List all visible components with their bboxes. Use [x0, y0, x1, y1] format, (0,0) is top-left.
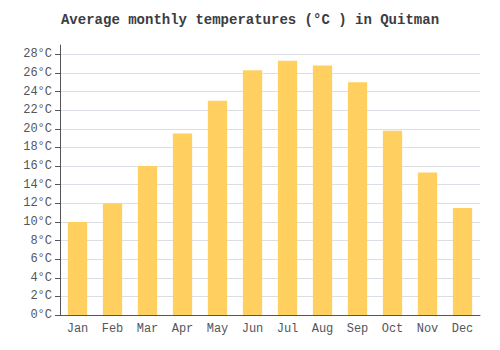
svg-text:0°C: 0°C [30, 308, 52, 322]
svg-text:Aug: Aug [312, 322, 334, 336]
svg-text:Sep: Sep [347, 322, 369, 336]
svg-text:24°C: 24°C [23, 85, 52, 99]
svg-text:Nov: Nov [417, 322, 439, 336]
svg-text:Feb: Feb [102, 322, 124, 336]
svg-text:18°C: 18°C [23, 140, 52, 154]
svg-text:16°C: 16°C [23, 159, 52, 173]
svg-text:8°C: 8°C [30, 234, 52, 248]
svg-text:Apr: Apr [172, 322, 194, 336]
svg-text:Average monthly temperatures (: Average monthly temperatures (°C ) in Qu… [61, 12, 439, 28]
svg-text:Jul: Jul [277, 322, 299, 336]
svg-text:14°C: 14°C [23, 178, 52, 192]
svg-text:28°C: 28°C [23, 47, 52, 61]
svg-text:22°C: 22°C [23, 103, 52, 117]
svg-text:Mar: Mar [137, 322, 159, 336]
svg-text:4°C: 4°C [30, 271, 52, 285]
svg-text:Jun: Jun [242, 322, 264, 336]
svg-text:12°C: 12°C [23, 196, 52, 210]
svg-text:26°C: 26°C [23, 66, 52, 80]
svg-text:Oct: Oct [382, 322, 404, 336]
svg-text:2°C: 2°C [30, 289, 52, 303]
svg-text:10°C: 10°C [23, 215, 52, 229]
svg-text:Dec: Dec [452, 322, 474, 336]
svg-text:May: May [207, 322, 229, 336]
svg-text:20°C: 20°C [23, 122, 52, 136]
svg-text:6°C: 6°C [30, 252, 52, 266]
svg-text:Jan: Jan [67, 322, 89, 336]
